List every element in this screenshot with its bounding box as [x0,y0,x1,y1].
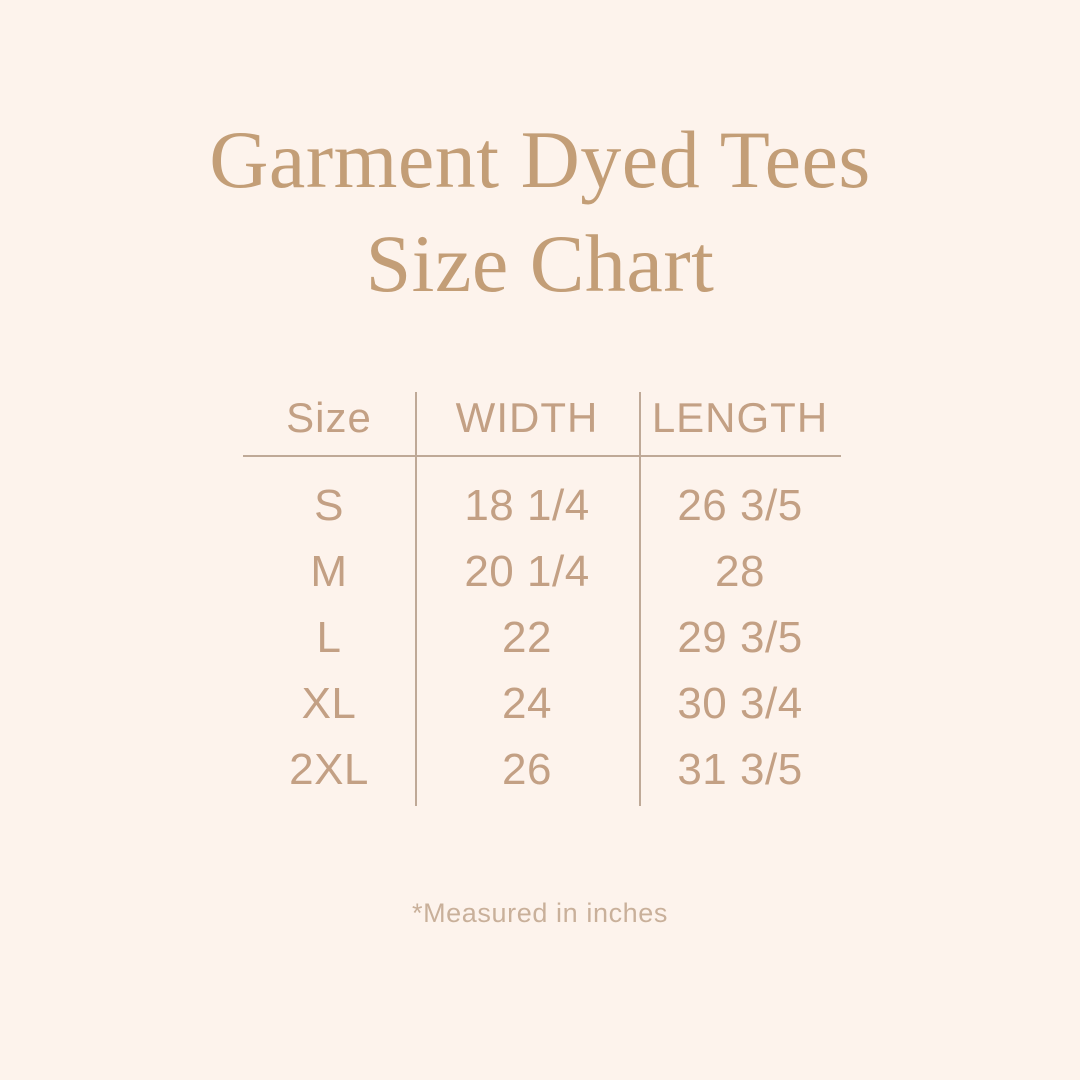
cell-size: 2XL [289,745,369,794]
table-row: 2XL 26 31 3/5 [243,737,841,803]
cell-length: 26 3/5 [677,481,803,530]
cell-width: 18 1/4 [464,481,590,530]
header-divider [243,455,841,457]
table-header: Size WIDTH LENGTH [243,380,841,455]
size-table: Size WIDTH LENGTH S 18 1/4 26 3/5 M 20 1… [243,380,841,803]
cell-length: 29 3/5 [677,613,803,662]
table-row: L 22 29 3/5 [243,605,841,671]
cell-width: 26 [502,745,552,794]
table-header-row: Size WIDTH LENGTH [243,380,841,455]
column-header-size: Size [286,393,372,441]
measurement-note: *Measured in inches [411,898,669,928]
cell-size: XL [301,679,357,728]
column-divider-1 [415,392,417,806]
column-header-length: LENGTH [651,393,829,441]
title-line-1: Garment Dyed Tees [209,114,871,205]
cell-width: 22 [502,613,552,662]
size-table-container: Size WIDTH LENGTH S 18 1/4 26 3/5 M 20 1… [243,380,841,810]
table-row: S 18 1/4 26 3/5 [243,455,841,539]
column-header-width: WIDTH [455,393,599,441]
cell-size: M [310,547,348,596]
cell-size: L [316,613,342,662]
table-row: M 20 1/4 28 [243,539,841,605]
table-row: XL 24 30 3/4 [243,671,841,737]
cell-width: 24 [502,679,552,728]
cell-length: 31 3/5 [677,745,803,794]
page-title: Garment Dyed Tees Size Chart [0,108,1080,316]
cell-length: 28 [715,547,765,596]
column-divider-2 [639,392,641,806]
cell-size: S [314,481,344,530]
title-line-2: Size Chart [365,218,715,309]
table-body: S 18 1/4 26 3/5 M 20 1/4 28 L 22 29 3/5 … [243,455,841,803]
cell-length: 30 3/4 [677,679,803,728]
cell-width: 20 1/4 [464,547,590,596]
